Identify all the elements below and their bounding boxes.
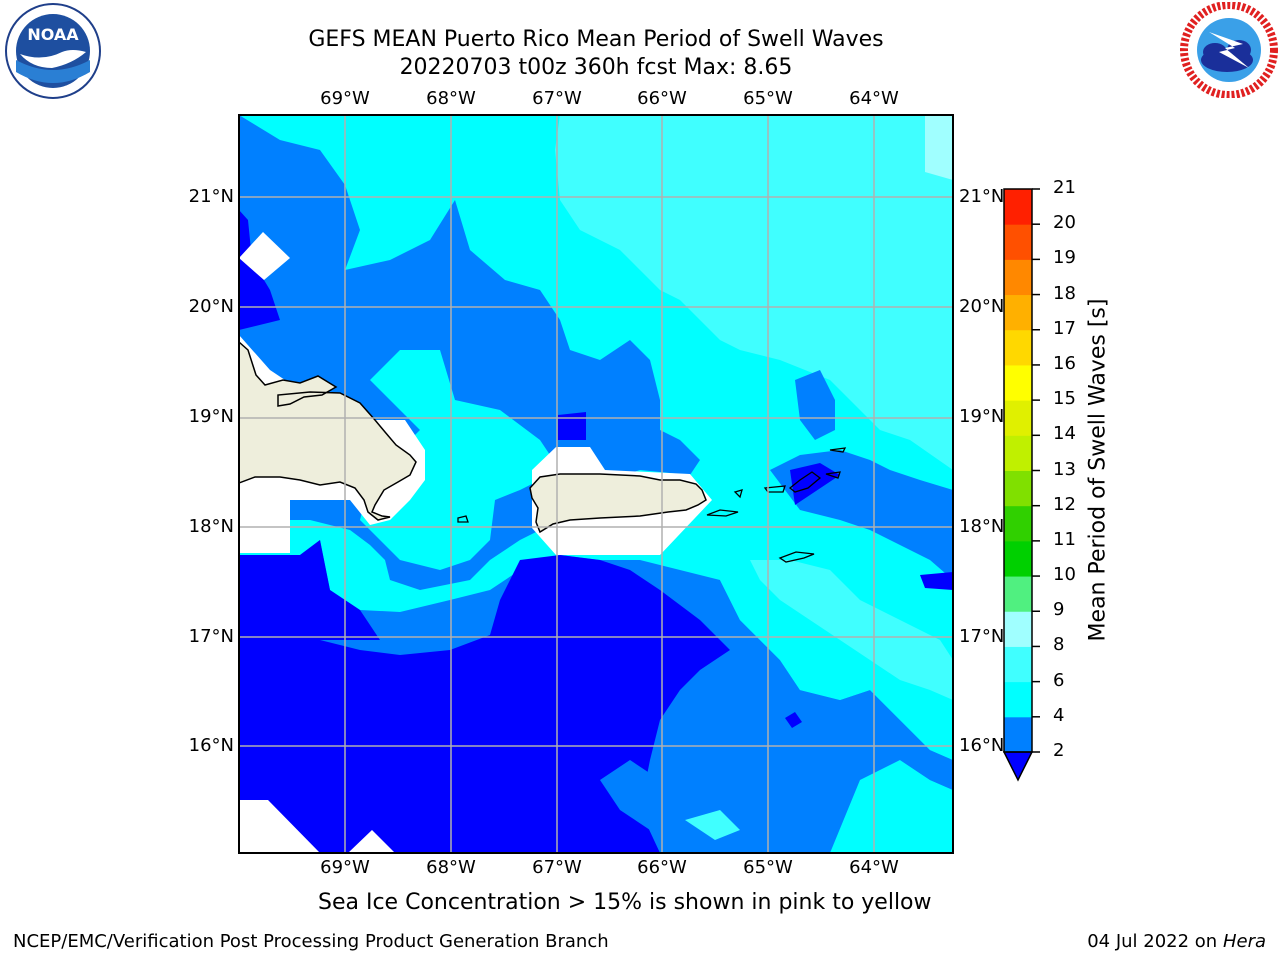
colorbar-segment	[1004, 540, 1032, 577]
colorbar	[1004, 188, 1040, 753]
colorbar-tick-label: 21	[1053, 177, 1076, 198]
lat-label-left: 18°N	[188, 516, 234, 537]
mask-nw	[239, 232, 290, 280]
lon-label-top: 68°W	[426, 88, 476, 109]
region-8-9s	[925, 115, 953, 180]
lat-label-right: 19°N	[959, 406, 1005, 427]
sea-ice-note: Sea Ice Concentration > 15% is shown in …	[318, 890, 932, 915]
colorbar-segment	[1004, 364, 1032, 401]
footer-host: Hera	[1222, 931, 1266, 952]
footer-date-text: 04 Jul 2022 on	[1087, 931, 1218, 952]
colorbar-segment	[1004, 259, 1032, 296]
lat-label-left: 19°N	[188, 406, 234, 427]
colorbar-segment	[1004, 189, 1032, 225]
nws-logo-icon	[1180, 2, 1278, 98]
colorbar-tick-label: 16	[1053, 352, 1076, 374]
lat-label-right: 16°N	[959, 735, 1005, 756]
colorbar-label: Mean Period of Swell Waves [s]	[1085, 298, 1111, 642]
colorbar-extend-arrow	[1002, 751, 1034, 782]
region-6-8s	[555, 115, 953, 470]
lat-label-right: 17°N	[959, 626, 1005, 647]
region-4-6s-sfar	[830, 760, 953, 853]
colorbar-tick-label: 2	[1053, 740, 1065, 761]
colorbar-tick-label: 14	[1053, 423, 1076, 445]
region-2-4s-s-east	[860, 760, 953, 790]
lat-label-left: 20°N	[188, 296, 234, 317]
lon-label-bottom: 65°W	[743, 857, 793, 878]
colorbar-tick-label: 18	[1053, 282, 1076, 304]
colorbar-segment	[1004, 505, 1032, 542]
colorbar-tick-label: 11	[1053, 528, 1076, 550]
region-2-4s-bubble	[795, 370, 835, 440]
lat-label-left: 16°N	[188, 735, 234, 756]
colorbar-tick-label: 19	[1053, 247, 1076, 269]
colorbar-tick-label: 12	[1053, 493, 1076, 515]
small-islands	[457, 447, 847, 563]
region-below-2s-n-pr	[558, 412, 586, 440]
region-below-2s-se2	[785, 712, 802, 728]
colorbar-tick-label: 17	[1053, 317, 1076, 339]
footer-credit: NCEP/EMC/Verification Post Processing Pr…	[13, 931, 609, 952]
colorbar-tick-label: 15	[1053, 388, 1076, 410]
mask-s	[348, 830, 395, 853]
colorbar-tick-label: 20	[1053, 212, 1076, 234]
lat-label-right: 18°N	[959, 516, 1005, 537]
colorbar-tick-label: 13	[1053, 458, 1076, 480]
colorbar-segment	[1004, 576, 1032, 612]
lat-label-left: 21°N	[188, 186, 234, 207]
lon-label-bottom: 67°W	[532, 857, 582, 878]
lon-label-top: 66°W	[637, 88, 687, 109]
lon-label-bottom: 68°W	[426, 857, 476, 878]
colorbar-segment	[1004, 470, 1032, 507]
grid-lines	[239, 115, 953, 853]
colorbar-frame	[1003, 188, 1033, 753]
lon-label-bottom: 69°W	[320, 857, 370, 878]
footer-date: 04 Jul 2022 on Hera	[1087, 931, 1266, 952]
colorbar-segment	[1004, 294, 1032, 331]
colorbar-segment	[1004, 646, 1032, 683]
colorbar-segment	[1004, 611, 1032, 647]
colorbar-tick-label: 10	[1053, 564, 1076, 586]
lat-label-right: 21°N	[959, 186, 1005, 207]
lon-label-bottom: 66°W	[637, 857, 687, 878]
lon-label-bottom: 64°W	[849, 857, 899, 878]
region-4-6s-middle	[360, 350, 560, 570]
noaa-logo-text: NOAA	[27, 25, 79, 44]
colorbar-segment	[1004, 400, 1032, 436]
colorbar-segment	[1004, 224, 1032, 260]
lon-label-top: 64°W	[849, 88, 899, 109]
colorbar-tick-label: 4	[1053, 704, 1065, 726]
noaa-logo-icon: NOAA	[5, 3, 101, 99]
colorbar-segment	[1004, 681, 1032, 718]
colorbar-tick-label: 9	[1053, 599, 1065, 621]
region-6-8s-sw	[600, 760, 700, 840]
lat-label-left: 17°N	[188, 626, 234, 647]
lon-label-top: 67°W	[532, 88, 582, 109]
region-6-8s-se	[750, 560, 953, 700]
mask-sw	[239, 800, 320, 853]
colorbar-segment	[1004, 435, 1032, 471]
region-below-2s-se1	[920, 572, 953, 590]
colorbar-tick-label: 6	[1053, 669, 1065, 691]
chart-title: GEFS MEAN Puerto Rico Mean Period of Swe…	[308, 27, 884, 52]
colorbar-tick-label: 8	[1053, 634, 1065, 656]
region-6-8s-s	[685, 810, 740, 840]
lon-label-top: 69°W	[320, 88, 370, 109]
map-frame	[238, 114, 954, 854]
lat-label-right: 20°N	[959, 296, 1005, 317]
region-below-2s-nw	[239, 210, 280, 330]
chart-subtitle: 20220703 t00z 360h fcst Max: 8.65	[399, 55, 793, 80]
lon-label-top: 65°W	[743, 88, 793, 109]
colorbar-segment	[1004, 329, 1032, 366]
colorbar-segment	[1004, 716, 1032, 753]
